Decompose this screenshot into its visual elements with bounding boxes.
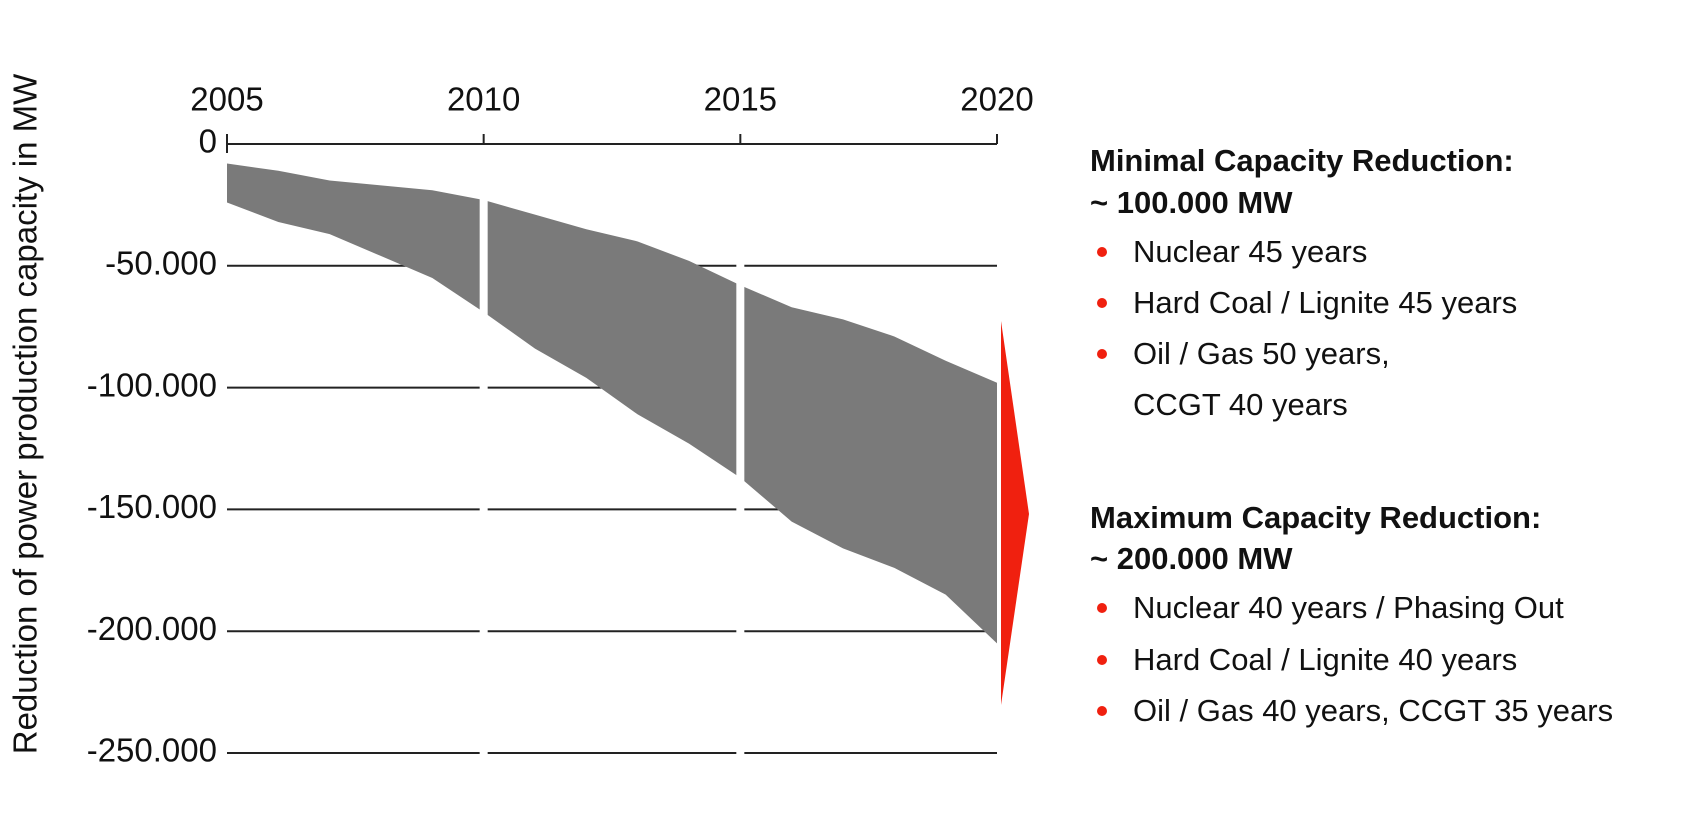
- bullet: [1097, 247, 1107, 257]
- x-tick-label: 2010: [447, 81, 520, 118]
- bullet: [1097, 603, 1107, 613]
- annotation-item: Nuclear 45 years: [1133, 234, 1367, 269]
- y-tick-label: -200.000: [87, 610, 217, 647]
- bullet: [1097, 655, 1107, 665]
- capacity-band: [227, 163, 997, 644]
- y-tick-label: -50.000: [105, 245, 217, 282]
- annotation-item: Oil / Gas 40 years, CCGT 35 years: [1133, 693, 1613, 728]
- annotation-item: Oil / Gas 50 years,: [1133, 336, 1390, 371]
- y-tick-label: 0: [199, 123, 217, 160]
- annotation-item: CCGT 40 years: [1133, 387, 1348, 422]
- annotation-heading: Maximum Capacity Reduction:: [1090, 500, 1541, 535]
- bullet: [1097, 706, 1107, 716]
- x-tick-label: 2015: [704, 81, 777, 118]
- annotation-item: Hard Coal / Lignite 40 years: [1133, 642, 1517, 677]
- y-axis-label: Reduction of power production capacity i…: [7, 73, 44, 754]
- y-tick-label: -250.000: [87, 732, 217, 769]
- y-tick-label: -100.000: [87, 366, 217, 403]
- annotation-item: Hard Coal / Lignite 45 years: [1133, 285, 1517, 320]
- annotation-heading: Minimal Capacity Reduction:: [1090, 143, 1514, 178]
- x-tick-label: 2020: [960, 81, 1033, 118]
- annotation-heading: ~ 200.000 MW: [1090, 541, 1293, 576]
- bullet: [1097, 349, 1107, 359]
- y-tick-label: -150.000: [87, 488, 217, 525]
- annotation-heading: ~ 100.000 MW: [1090, 185, 1293, 220]
- bullet: [1097, 298, 1107, 308]
- x-tick-label: 2005: [190, 81, 263, 118]
- annotation-item: Nuclear 40 years / Phasing Out: [1133, 590, 1564, 625]
- arrow: [1001, 321, 1029, 705]
